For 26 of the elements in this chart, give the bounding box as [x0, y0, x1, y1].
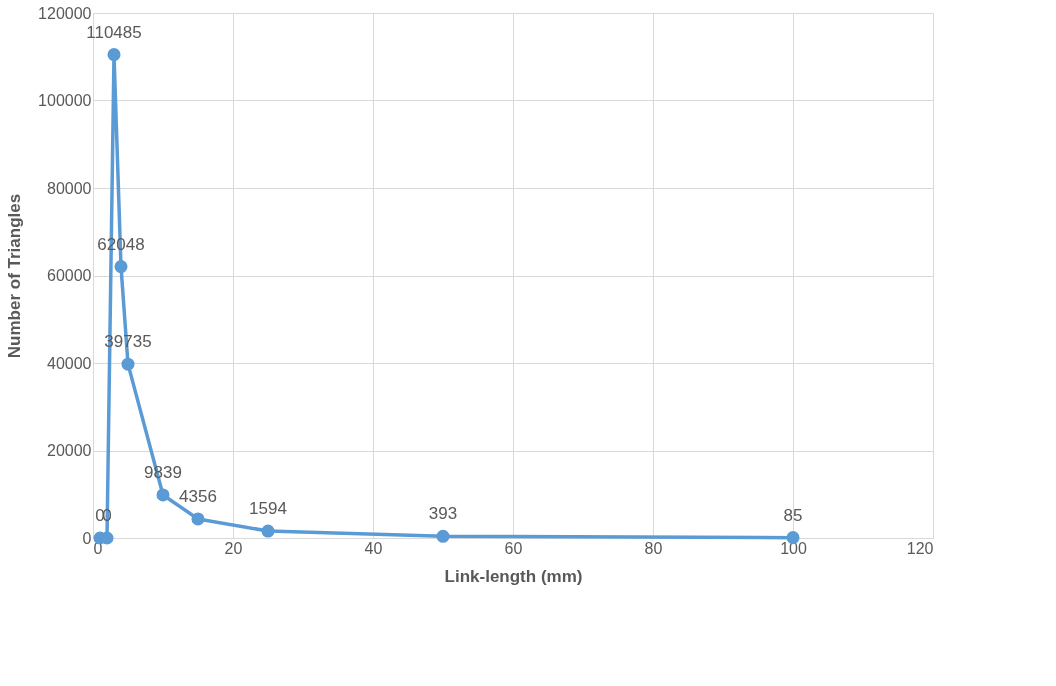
x-axis-title: Link-length (mm)	[444, 566, 583, 586]
x-tick-label: 100	[780, 539, 807, 557]
data-label: 393	[428, 504, 458, 524]
x-tick-label: 120	[906, 539, 934, 557]
data-label: 110485	[86, 22, 142, 42]
y-tick-label: 120000	[38, 4, 92, 22]
point	[191, 512, 205, 526]
point	[436, 529, 450, 543]
point	[261, 524, 275, 538]
y-tick-label: 60000	[47, 267, 92, 284]
y-tick-label: 40000	[47, 354, 92, 372]
y-tick-label: 80000	[47, 179, 92, 197]
point	[107, 48, 121, 62]
y-tick-label: 20000	[47, 442, 92, 459]
x-tick-label: 20	[224, 539, 243, 557]
y-tick-label: 100000	[38, 92, 92, 109]
point	[121, 357, 135, 371]
y-axis-title: Number of Triangles	[5, 193, 25, 359]
x-tick-label: 80	[644, 539, 663, 557]
data-label: 1594	[249, 499, 287, 519]
point	[156, 488, 170, 502]
x-tick-label: 40	[364, 539, 383, 557]
data-label: 4356	[179, 486, 217, 506]
point	[114, 260, 128, 274]
data-label: 85	[783, 505, 803, 525]
x-tick-label: 60	[504, 539, 523, 557]
